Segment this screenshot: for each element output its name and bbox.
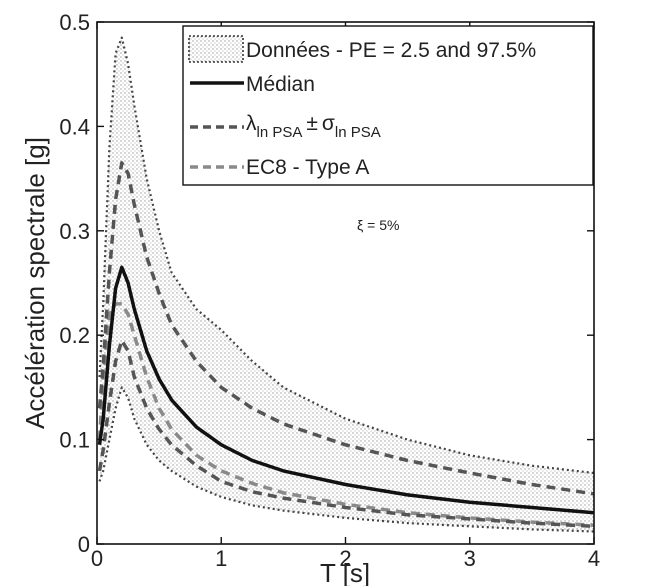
y-tick-label: 0 [78, 532, 90, 557]
x-tick-label: 3 [464, 546, 476, 571]
x-tick-label: 4 [588, 546, 600, 571]
legend-plus-minus: ± [306, 112, 318, 135]
x-tick-label: 1 [215, 546, 227, 571]
legend-label-ec8: EC8 - Type A [246, 156, 369, 179]
x-tick-label: 0 [91, 546, 103, 571]
legend-lambda-subscript: ln PSA [257, 124, 303, 141]
series-line-m-dian [97, 265, 594, 515]
y-tick-label: 0.1 [59, 428, 90, 453]
legend-lambda-symbol: λ [246, 112, 257, 135]
legend-label-median: Médian [246, 73, 315, 96]
data-band-layer [99, 37, 594, 532]
annotation-damping: ξ = 5% [357, 217, 399, 233]
x-tick-label: 2 [339, 546, 351, 571]
legend-box [182, 25, 594, 186]
ticks-layer: 0 1 2 3 4 0 0.1 0.2 0.3 0.4 0.5 [59, 10, 600, 571]
legend: Données - PE = 2.5 and 97.5% Médian λln … [182, 25, 594, 186]
legend-sigma-symbol: σ [322, 112, 335, 135]
legend-sigma-subscript: ln PSA [335, 124, 381, 141]
y-tick-label: 0.4 [59, 114, 90, 139]
data-band-area [99, 37, 594, 532]
series-line--ln-psa-ln-psa [97, 161, 594, 496]
series-line--ln-psa-ln-psa [97, 338, 594, 529]
series-line-donn-es-pe-2-5- [98, 386, 594, 533]
y-tick-label: 0.3 [59, 219, 90, 244]
y-axis-title: Accélération spectrale [g] [20, 137, 50, 429]
series-line-donn-es-pe-97-5- [98, 36, 594, 475]
y-tick-label: 0.5 [59, 10, 90, 35]
series-layer [97, 36, 594, 533]
legend-swatch-band [188, 35, 244, 63]
legend-label-lambda: λln PSA ± σln PSA [246, 112, 381, 141]
legend-label-band: Données - PE = 2.5 and 97.5% [246, 39, 536, 62]
x-axis-title: T [s] [320, 558, 370, 586]
y-tick-label: 0.2 [59, 323, 90, 348]
